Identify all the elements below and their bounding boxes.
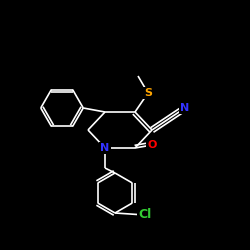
Text: N: N <box>100 143 110 153</box>
Text: Cl: Cl <box>138 208 151 222</box>
Text: N: N <box>180 103 190 113</box>
Text: O: O <box>147 140 157 150</box>
Text: S: S <box>144 88 152 98</box>
